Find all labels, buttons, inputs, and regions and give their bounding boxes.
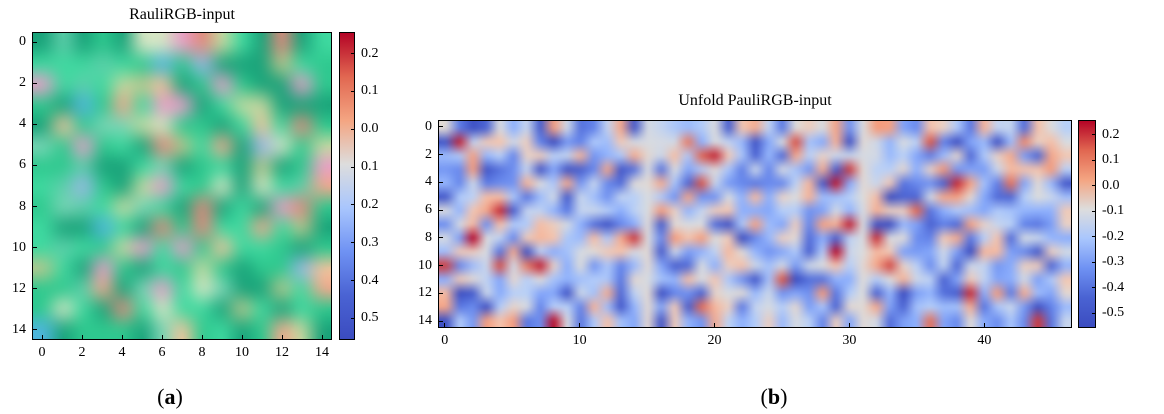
panel-b-colorbar-tick-label: 0.2 bbox=[1102, 126, 1120, 142]
panel-a-colorbar-tick-label: 0.1 bbox=[361, 83, 379, 99]
panel-a-x-tick-label: 12 bbox=[275, 345, 289, 360]
panel-b-y-tick bbox=[438, 292, 443, 294]
panel-b-title: Unfold PauliRGB-input bbox=[678, 92, 832, 109]
panel-b-y-tick-label: 0 bbox=[425, 118, 432, 134]
panel-a-colorbar-tick bbox=[351, 280, 355, 282]
panel-b-colorbar-tick bbox=[1092, 261, 1096, 263]
panel-b-colorbar-tick-label: -0.1 bbox=[1102, 203, 1125, 219]
panel-a-y-tick-label: 8 bbox=[19, 198, 26, 214]
panel-b-colorbar-tick-label: -0.3 bbox=[1102, 254, 1125, 270]
panel-b-colorbar-tick bbox=[1092, 185, 1096, 187]
panel-a-y-tick bbox=[32, 329, 37, 331]
panel-a-colorbar-tick bbox=[351, 53, 355, 55]
panel-b-y-tick-label: 4 bbox=[425, 174, 432, 190]
panel-a-y-tick bbox=[32, 123, 37, 125]
panel-a-y-tick bbox=[32, 288, 37, 290]
panel-b-colorbar bbox=[1078, 120, 1096, 328]
panel-a-colorbar bbox=[339, 32, 355, 340]
panel-b-y-tick-label: 8 bbox=[425, 229, 432, 245]
panel-b-x-tick-label: 0 bbox=[441, 333, 449, 348]
panel-b-colorbar-tick bbox=[1092, 236, 1096, 238]
panel-a-colorbar-tick-label: 0.1 bbox=[361, 159, 379, 175]
panel-b-colorbar-tick bbox=[1092, 159, 1096, 161]
panel-a-y-tick-label: 6 bbox=[19, 157, 26, 173]
panel-b-y-tick bbox=[438, 126, 443, 128]
panel-b-y-tick bbox=[438, 181, 443, 183]
panel-b-colorbar-tick-label: -0.4 bbox=[1102, 279, 1125, 295]
panel-a-x-tick-label: 14 bbox=[315, 345, 329, 360]
panel-a-y-tick bbox=[32, 82, 37, 84]
panel-a-colorbar-tick bbox=[351, 204, 355, 206]
panel-a-colorbar-tick-label: 0.2 bbox=[361, 196, 379, 212]
panel-b-colorbar-tick-label: -0.5 bbox=[1102, 305, 1125, 321]
panel-b-y-tick-label: 12 bbox=[418, 285, 432, 301]
panel-b-x-tick-label: 10 bbox=[572, 333, 587, 348]
panel-b-y-tick-label: 10 bbox=[418, 257, 432, 273]
panel-a-x-tick bbox=[321, 335, 323, 340]
panel-a-y-tick-label: 0 bbox=[19, 34, 26, 50]
panel-a-x-tick-label: 6 bbox=[158, 345, 166, 360]
panel-a-x-tick-label: 10 bbox=[235, 345, 249, 360]
panel-b-y-tick-label: 2 bbox=[425, 146, 432, 162]
panel-b-x-tick bbox=[714, 323, 716, 328]
panel-b-sublabel: (b) bbox=[760, 384, 788, 409]
panel-a-x-tick bbox=[41, 335, 43, 340]
panel-a-x-tick bbox=[281, 335, 283, 340]
panel-a-x-tick-label: 8 bbox=[198, 345, 206, 360]
panel-b-heatmap bbox=[438, 120, 1072, 328]
panel-b-y-tick-label: 6 bbox=[425, 202, 432, 218]
panel-b-x-tick bbox=[579, 323, 581, 328]
panel-a-x-tick-label: 4 bbox=[118, 345, 126, 360]
panel-a-y-tick bbox=[32, 164, 37, 166]
panel-a-colorbar-tick bbox=[351, 166, 355, 168]
panel-b-x-tick bbox=[444, 323, 446, 328]
panel-a-x-tick-label: 0 bbox=[38, 345, 46, 360]
panel-a-x-tick bbox=[81, 335, 83, 340]
panel-a-x-tick bbox=[201, 335, 203, 340]
panel-a-x-tick bbox=[161, 335, 163, 340]
panel-a-x-tick bbox=[241, 335, 243, 340]
panel-a-colorbar-tick-label: 0.4 bbox=[361, 272, 379, 288]
panel-a-colorbar-tick bbox=[351, 90, 355, 92]
panel-a-colorbar-tick-label: 0.2 bbox=[361, 45, 379, 61]
panel-b-colorbar-tick bbox=[1092, 287, 1096, 289]
panel-b-y-tick bbox=[438, 265, 443, 267]
panel-b-colorbar-tick-label: 0.1 bbox=[1102, 152, 1120, 168]
panel-b-x-tick bbox=[983, 323, 985, 328]
panel-a-y-tick-label: 4 bbox=[19, 116, 26, 132]
panel-a-y-tick-label: 12 bbox=[12, 280, 26, 296]
panel-a-colorbar-tick bbox=[351, 128, 355, 130]
panel-b-y-tick bbox=[438, 154, 443, 156]
panel-a-colorbar-tick-label: 0.5 bbox=[361, 310, 379, 326]
panel-b-colorbar-tick-label: -0.2 bbox=[1102, 228, 1125, 244]
panel-b-colorbar-tick bbox=[1092, 134, 1096, 136]
panel-a-x-tick bbox=[121, 335, 123, 340]
panel-b-x-tick-label: 20 bbox=[707, 333, 722, 348]
panel-a-y-tick bbox=[32, 41, 37, 43]
panel-b-y-tick-label: 14 bbox=[418, 313, 432, 329]
panel-b-y-tick bbox=[438, 320, 443, 322]
panel-b-y-tick bbox=[438, 209, 443, 211]
panel-a-colorbar-tick-label: 0.0 bbox=[361, 121, 379, 137]
panel-a-y-tick-label: 10 bbox=[12, 239, 26, 255]
panel-b-colorbar-tick bbox=[1092, 210, 1096, 212]
panel-a-colorbar-tick-label: 0.3 bbox=[361, 234, 379, 250]
panel-b-colorbar-tick bbox=[1092, 312, 1096, 314]
panel-a-x-tick-label: 2 bbox=[78, 345, 86, 360]
panel-a-colorbar-tick bbox=[351, 242, 355, 244]
panel-b-y-tick bbox=[438, 237, 443, 239]
panel-a-colorbar-tick bbox=[351, 317, 355, 319]
panel-a-title: RauliRGB-input bbox=[129, 6, 235, 23]
panel-a-y-tick bbox=[32, 247, 37, 249]
panel-a-y-tick bbox=[32, 206, 37, 208]
panel-b-colorbar-tick-label: 0.0 bbox=[1102, 177, 1120, 193]
panel-b-x-tick-label: 30 bbox=[842, 333, 857, 348]
panel-a-sublabel: (a) bbox=[157, 384, 183, 409]
panel-a-heatmap bbox=[32, 32, 332, 340]
panel-b-x-tick bbox=[848, 323, 850, 328]
panel-a-y-tick-label: 2 bbox=[19, 75, 26, 91]
panel-b-x-tick-label: 40 bbox=[977, 333, 992, 348]
panel-a-y-tick-label: 14 bbox=[12, 321, 26, 337]
